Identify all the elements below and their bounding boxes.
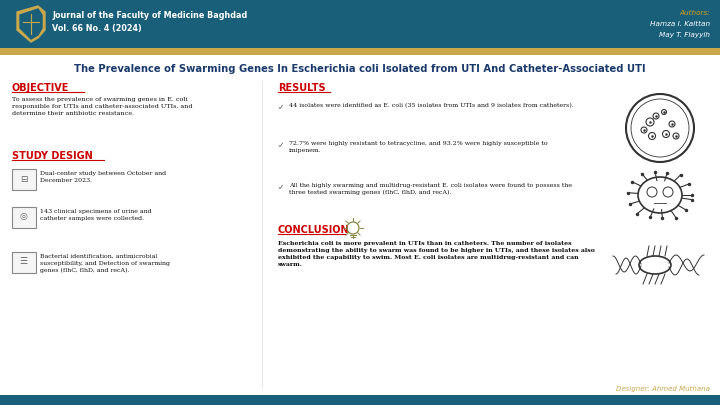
Text: ✓: ✓	[278, 141, 284, 150]
FancyBboxPatch shape	[0, 0, 720, 48]
Text: ◎: ◎	[19, 213, 27, 222]
Text: All the highly swarming and multidrug-resistant E. coli isolates were found to p: All the highly swarming and multidrug-re…	[289, 183, 572, 195]
Text: OBJECTIVE: OBJECTIVE	[12, 83, 69, 93]
Text: STUDY DESIGN: STUDY DESIGN	[12, 151, 93, 161]
Text: Dual-center study between October and
December 2023.: Dual-center study between October and De…	[40, 171, 166, 183]
Text: Bacterial identification, antimicrobial
susceptibility, and Detection of swarmin: Bacterial identification, antimicrobial …	[40, 254, 170, 273]
Text: May T. Flayyih: May T. Flayyih	[659, 32, 710, 38]
Text: RESULTS: RESULTS	[278, 83, 325, 93]
Text: Authors:: Authors:	[679, 10, 710, 16]
Text: ☰: ☰	[19, 258, 27, 266]
FancyBboxPatch shape	[0, 48, 720, 55]
FancyBboxPatch shape	[12, 207, 35, 228]
Text: Escherichia coli is more prevalent in UTIs than in catheters. The number of isol: Escherichia coli is more prevalent in UT…	[278, 241, 595, 267]
Text: ✓: ✓	[278, 103, 284, 112]
FancyBboxPatch shape	[12, 168, 35, 190]
Text: CONCLUSION: CONCLUSION	[278, 225, 350, 235]
Text: 72.7% were highly resistant to tetracycline, and 93.2% were highly susceptible t: 72.7% were highly resistant to tetracycl…	[289, 141, 548, 153]
Text: 143 clinical specimens of urine and
catheter samples were collected.: 143 clinical specimens of urine and cath…	[40, 209, 152, 221]
Text: ⊟: ⊟	[19, 175, 27, 183]
Text: Journal of the Faculty of Medicine Baghdad: Journal of the Faculty of Medicine Baghd…	[52, 11, 247, 19]
Polygon shape	[20, 9, 42, 39]
Polygon shape	[17, 6, 45, 42]
Text: Designer: Ahmed Muthana: Designer: Ahmed Muthana	[616, 386, 710, 392]
Text: Hamza I. Kaittan: Hamza I. Kaittan	[650, 21, 710, 27]
Text: The Prevalence of Swarming Genes In Escherichia coli Isolated from UTI And Cathe: The Prevalence of Swarming Genes In Esch…	[74, 64, 646, 74]
FancyBboxPatch shape	[12, 252, 35, 273]
Text: To assess the prevalence of swarming genes in E. coli
responsible for UTIs and c: To assess the prevalence of swarming gen…	[12, 97, 192, 116]
Text: 44 isolates were identified as E. coli (35 isolates from UTIs and 9 isolates fro: 44 isolates were identified as E. coli (…	[289, 103, 574, 108]
Text: ✓: ✓	[278, 183, 284, 192]
FancyBboxPatch shape	[0, 395, 720, 405]
Text: Vol. 66 No. 4 (2024): Vol. 66 No. 4 (2024)	[52, 24, 142, 34]
